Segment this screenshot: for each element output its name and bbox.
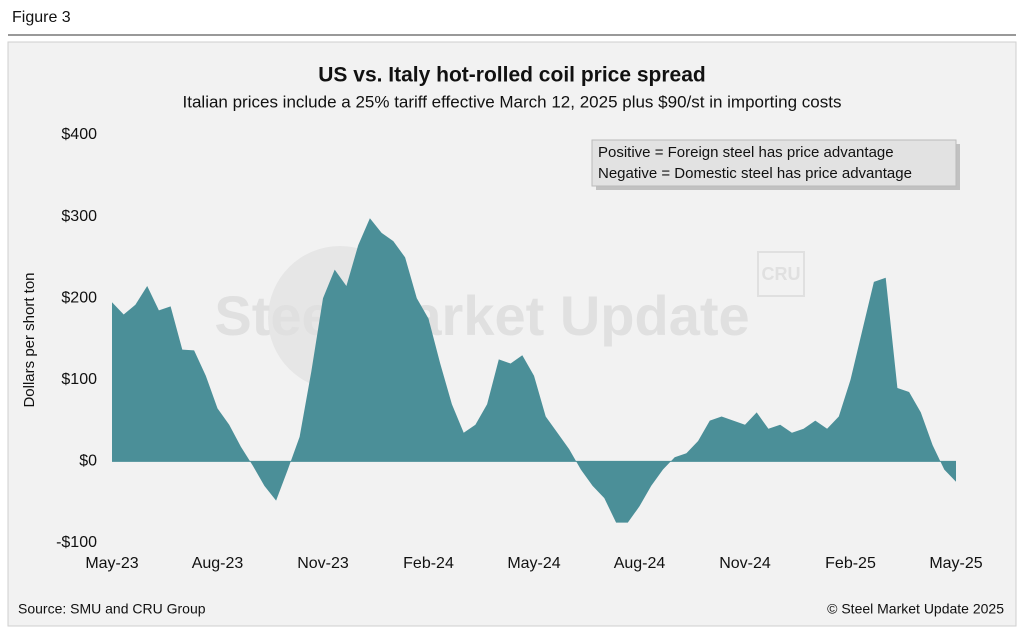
y-tick-label: $400: [61, 126, 97, 143]
y-tick-label: -$100: [56, 534, 97, 551]
y-tick-label: $200: [61, 289, 97, 306]
annotation: Negative = Domestic steel has price adva…: [598, 165, 912, 182]
x-tick-label: Nov-24: [719, 555, 771, 572]
x-tick-label: Aug-23: [192, 555, 244, 572]
y-tick-label: $300: [61, 208, 97, 225]
chart-title: US vs. Italy hot-rolled coil price sprea…: [318, 64, 705, 87]
x-tick-label: Aug-24: [614, 555, 666, 572]
x-tick-label: May-23: [85, 555, 138, 572]
figure-label: Figure 3: [12, 9, 71, 26]
source: Source: SMU and CRU Group: [18, 601, 206, 617]
x-tick-label: Nov-23: [297, 555, 349, 572]
annotation: Positive = Foreign steel has price advan…: [598, 144, 894, 161]
annotation-box: [591, 139, 957, 187]
watermark: Steel Market Update: [214, 284, 749, 347]
x-tick-label: Feb-24: [403, 555, 454, 572]
copyright: © Steel Market Update 2025: [827, 601, 1004, 617]
x-tick-label: Feb-25: [825, 555, 876, 572]
y-axis-label: Dollars per short ton: [21, 272, 38, 407]
x-tick-label: May-25: [929, 555, 982, 572]
chart-subtitle: Italian prices include a 25% tariff effe…: [183, 92, 842, 111]
y-tick-label: $100: [61, 371, 97, 388]
logo-box: [757, 251, 805, 297]
y-tick-label: $0: [79, 453, 97, 470]
area: [112, 218, 956, 523]
logo: CRU: [762, 264, 801, 284]
x-tick-label: May-24: [507, 555, 560, 572]
